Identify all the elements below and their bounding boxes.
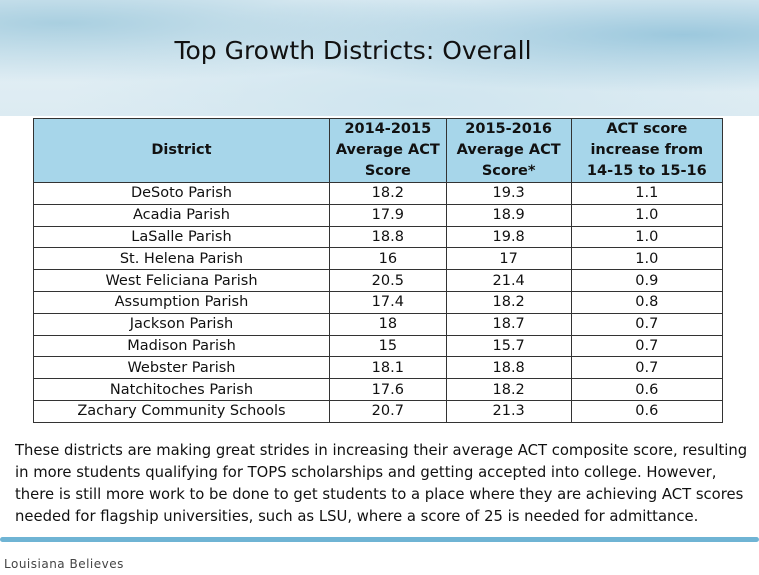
- score-cell: 15.7: [445, 334, 572, 358]
- score-cell: 0.7: [570, 312, 724, 336]
- score-cell: 18.8: [445, 356, 572, 380]
- score-cell: 19.3: [445, 182, 572, 205]
- district-cell: Assumption Parish: [33, 290, 330, 314]
- score-cell: 18.9: [445, 203, 572, 227]
- score-cell: 18.2: [445, 290, 572, 314]
- score-cell: 17: [445, 247, 572, 271]
- score-cell: 18.2: [445, 378, 572, 401]
- column-header: 2014-2015 Average ACT Score: [328, 118, 447, 183]
- score-cell: 0.7: [570, 334, 724, 358]
- district-cell: Webster Parish: [33, 356, 330, 380]
- district-cell: Acadia Parish: [33, 203, 330, 227]
- score-cell: 19.8: [445, 225, 572, 249]
- divider: [0, 537, 759, 542]
- paragraph: These districts are making great strides…: [15, 442, 748, 525]
- header-row: District 2014-2015 Average ACT Score 2015-…: [33, 118, 724, 183]
- score-cell: 15: [328, 334, 447, 358]
- score-cell: 21.3: [445, 399, 572, 423]
- slide-title: Top Growth Districts: Overall: [174, 36, 532, 65]
- table-row: Webster Parish 18.1 18.8 0.7: [33, 356, 724, 380]
- score-cell: 18.1: [328, 356, 447, 380]
- table-row: Madison Parish 15 15.7 0.7: [33, 334, 724, 358]
- score-cell: 1.0: [570, 225, 724, 249]
- score-cell: 0.9: [570, 269, 724, 292]
- table-row: Jackson Parish 18 18.7 0.7: [33, 312, 724, 336]
- score-cell: 0.6: [570, 378, 724, 401]
- score-cell: 1.0: [570, 203, 724, 227]
- banner: [0, 0, 759, 116]
- district-cell: DeSoto Parish: [33, 182, 330, 205]
- score-cell: 0.6: [570, 399, 724, 423]
- score-cell: 18.2: [328, 182, 447, 205]
- score-cell: 18.7: [445, 312, 572, 336]
- table-row: West Feliciana Parish 20.5 21.4 0.9: [33, 269, 724, 292]
- district-cell: Natchitoches Parish: [33, 378, 330, 401]
- score-cell: 20.7: [328, 399, 447, 423]
- score-cell: 16: [328, 247, 447, 271]
- district-cell: Jackson Parish: [33, 312, 330, 336]
- footer-brand: Louisiana Believes: [4, 557, 124, 571]
- score-cell: 1.1: [570, 182, 724, 205]
- district-cell: St. Helena Parish: [33, 247, 330, 271]
- table-row: Assumption Parish 17.4 18.2 0.8: [33, 290, 724, 314]
- score-cell: 17.4: [328, 290, 447, 314]
- score-cell: 1.0: [570, 247, 724, 271]
- table-row: DeSoto Parish 18.2 19.3 1.1: [33, 182, 724, 205]
- column-header: 2015-2016 Average ACT Score*: [445, 118, 572, 183]
- score-cell: 18: [328, 312, 447, 336]
- district-cell: West Feliciana Parish: [33, 269, 330, 292]
- table-row: St. Helena Parish 16 17 1.0: [33, 247, 724, 271]
- district-cell: LaSalle Parish: [33, 225, 330, 249]
- column-header: ACT score increase from 14-15 to 15-16: [570, 118, 724, 183]
- score-cell: 0.7: [570, 356, 724, 380]
- table-row: Zachary Community Schools 20.7 21.3 0.6: [33, 399, 724, 423]
- score-cell: 17.9: [328, 203, 447, 227]
- score-cell: 17.6: [328, 378, 447, 401]
- district-cell: Zachary Community Schools: [33, 399, 330, 423]
- table-row: LaSalle Parish 18.8 19.8 1.0: [33, 225, 724, 249]
- score-cell: 18.8: [328, 225, 447, 249]
- score-cell: 0.8: [570, 290, 724, 314]
- district-cell: Madison Parish: [33, 334, 330, 358]
- table-row: Acadia Parish 17.9 18.9 1.0: [33, 203, 724, 227]
- table-row: Natchitoches Parish 17.6 18.2 0.6: [33, 378, 724, 401]
- growth-table: District 2014-2015 Average ACT Score 2015-…: [33, 118, 724, 423]
- score-cell: 20.5: [328, 269, 447, 292]
- table-body: DeSoto Parish 18.2 19.3 1.1 Acadia Parish 17.…: [33, 182, 724, 423]
- column-header: District: [33, 118, 330, 183]
- score-cell: 21.4: [445, 269, 572, 292]
